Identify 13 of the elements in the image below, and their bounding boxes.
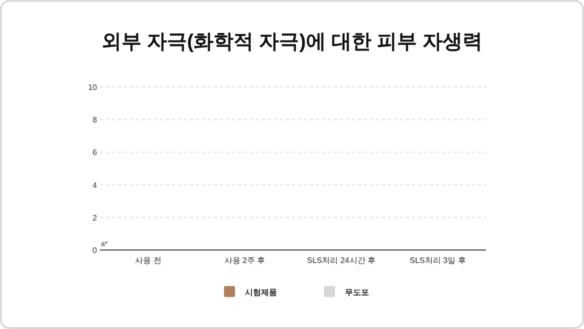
x-tick-label: SLS처리 3일 후 (410, 256, 466, 265)
x-tick-label: 사용 전 (135, 256, 162, 265)
legend-label: 무도포 (345, 288, 369, 297)
y-tick-label: 2 (92, 213, 98, 222)
y-tick-label: 0 (92, 246, 98, 255)
y-tick-label: 8 (92, 116, 98, 125)
y-tick-label: 10 (88, 83, 98, 92)
legend-label: 시험제품 (245, 288, 277, 297)
x-tick-label: SLS처리 24시간 후 (307, 256, 376, 265)
y-tick-label: 4 (92, 180, 98, 190)
chart-title: 외부 자극(화학적 자극)에 대한 피부 자생력 (101, 31, 483, 53)
x-tick-label: 사용 2주 후 (224, 256, 266, 265)
y-tick-label: 6 (92, 148, 98, 158)
